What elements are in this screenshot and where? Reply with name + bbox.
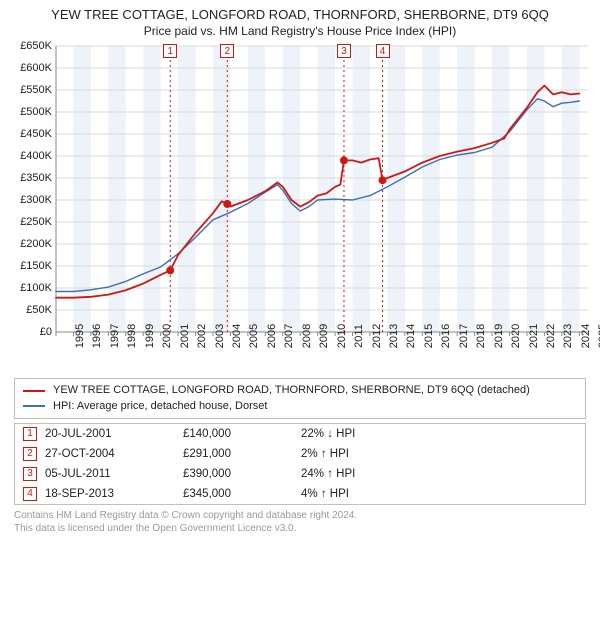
sale-price: £390,000 bbox=[183, 468, 293, 480]
sale-date: 05-JUL-2011 bbox=[45, 468, 175, 480]
sale-marker: 1 bbox=[23, 427, 37, 441]
sale-delta: 24% ↑ HPI bbox=[301, 468, 411, 480]
table-row: 2 27-OCT-2004 £291,000 2% ↑ HPI bbox=[15, 444, 585, 464]
event-flag: 3 bbox=[337, 44, 351, 58]
table-row: 1 20-JUL-2001 £140,000 22% ↓ HPI bbox=[15, 424, 585, 444]
sale-price: £140,000 bbox=[183, 428, 293, 440]
table-row: 4 18-SEP-2013 £345,000 4% ↑ HPI bbox=[15, 484, 585, 504]
legend-label: YEW TREE COTTAGE, LONGFORD ROAD, THORNFO… bbox=[53, 383, 530, 398]
sale-marker: 4 bbox=[23, 487, 37, 501]
legend-label: HPI: Average price, detached house, Dors… bbox=[53, 399, 267, 414]
footer: Contains HM Land Registry data © Crown c… bbox=[14, 509, 586, 535]
sale-date: 27-OCT-2004 bbox=[45, 448, 175, 460]
chart-container: YEW TREE COTTAGE, LONGFORD ROAD, THORNFO… bbox=[0, 0, 600, 620]
event-flag: 2 bbox=[220, 44, 234, 58]
legend-item: HPI: Average price, detached house, Dors… bbox=[23, 399, 577, 414]
sale-date: 20-JUL-2001 bbox=[45, 428, 175, 440]
chart-title: YEW TREE COTTAGE, LONGFORD ROAD, THORNFO… bbox=[8, 6, 592, 24]
footer-line: Contains HM Land Registry data © Crown c… bbox=[14, 509, 586, 522]
sale-marker: 2 bbox=[23, 447, 37, 461]
sales-table: 1 20-JUL-2001 £140,000 22% ↓ HPI 2 27-OCT-200… bbox=[14, 423, 586, 505]
chart-plot-wrap: £0£50K£100K£150K£200K£250K£300K£350K£400… bbox=[8, 42, 592, 372]
chart-subtitle: Price paid vs. HM Land Registry's House … bbox=[8, 24, 592, 38]
table-row: 3 05-JUL-2011 £390,000 24% ↑ HPI bbox=[15, 464, 585, 484]
event-flag: 4 bbox=[376, 44, 390, 58]
event-flag: 1 bbox=[163, 44, 177, 58]
footer-line: This data is licensed under the Open Gov… bbox=[14, 522, 586, 535]
sale-delta: 22% ↓ HPI bbox=[301, 428, 411, 440]
legend-swatch bbox=[23, 405, 45, 407]
sale-delta: 4% ↑ HPI bbox=[301, 488, 411, 500]
legend-swatch bbox=[23, 390, 45, 392]
sale-marker: 3 bbox=[23, 467, 37, 481]
event-flag-layer: 1 2 3 4 bbox=[8, 42, 592, 372]
legend: YEW TREE COTTAGE, LONGFORD ROAD, THORNFO… bbox=[14, 378, 586, 419]
sale-price: £345,000 bbox=[183, 488, 293, 500]
sale-date: 18-SEP-2013 bbox=[45, 488, 175, 500]
sale-price: £291,000 bbox=[183, 448, 293, 460]
legend-item: YEW TREE COTTAGE, LONGFORD ROAD, THORNFO… bbox=[23, 383, 577, 398]
sale-delta: 2% ↑ HPI bbox=[301, 448, 411, 460]
